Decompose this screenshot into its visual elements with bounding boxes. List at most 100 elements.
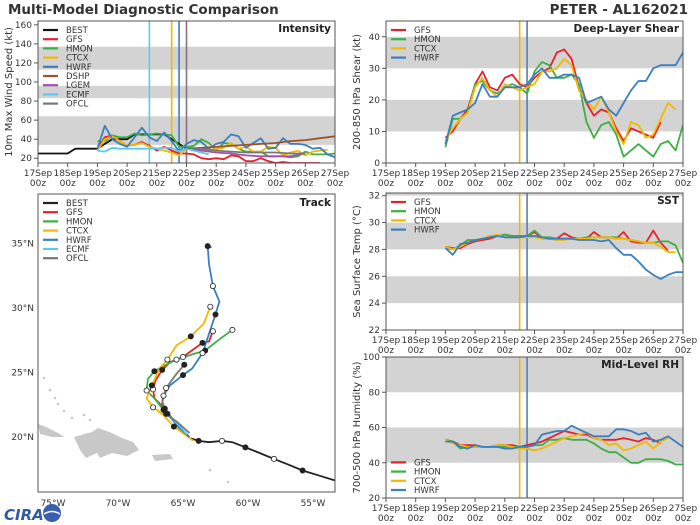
x-tick-label: 00z: [378, 514, 394, 524]
legend-label: HWRF: [414, 54, 440, 64]
x-tick-label: 21Sep: [143, 169, 172, 179]
y-axis-label: 200-850 hPa Shear (kt): [352, 34, 363, 150]
y-tick-label: 40: [369, 459, 381, 469]
storm-title: PETER - AL162021: [550, 2, 688, 18]
track-position-marker: [218, 437, 225, 444]
legend-label: HWRF: [414, 486, 440, 496]
legend-label: ECMF: [66, 90, 90, 100]
track-position-marker: [160, 392, 167, 399]
x-tick-label: 20Sep: [113, 169, 142, 179]
x-tick-label: 00z: [675, 346, 691, 356]
x-tick-label: 21Sep: [491, 336, 520, 346]
track-position-marker: [195, 437, 202, 444]
x-tick-label: 23Sep: [550, 504, 579, 514]
track-position-marker: [199, 339, 206, 346]
series-line-lgem: [186, 147, 306, 158]
legend-label: OFCL: [66, 254, 89, 264]
x-tick-label: 21Sep: [491, 504, 520, 514]
x-tick-label: 00z: [467, 514, 483, 524]
track-position-marker: [150, 404, 157, 411]
x-tick-label: 24Sep: [232, 169, 261, 179]
globe-icon: [43, 504, 61, 522]
series-line-hwrf: [96, 124, 335, 159]
lat-tick-label: 30°N: [11, 304, 34, 314]
y-tick-label: 80: [21, 97, 33, 107]
x-tick-label: 18Sep: [53, 169, 82, 179]
x-tick-label: 00z: [586, 514, 602, 524]
x-tick-label: 00z: [408, 514, 424, 524]
x-tick-label: 00z: [467, 346, 483, 356]
x-tick-label: 22Sep: [520, 169, 549, 179]
y-tick-label: 32: [369, 192, 380, 202]
track-line-best: [190, 437, 335, 482]
track-position-marker: [181, 361, 188, 368]
puerto-rico-landmass: [152, 454, 173, 461]
x-tick-label: 25Sep: [609, 504, 638, 514]
x-tick-label: 19Sep: [83, 169, 112, 179]
x-tick-label: 25Sep: [609, 169, 638, 179]
x-tick-label: 24Sep: [580, 336, 609, 346]
shade-band: [386, 193, 683, 196]
legend-label: GFS: [414, 198, 431, 208]
legend-label: GFS: [414, 26, 431, 36]
shade-band: [386, 99, 683, 132]
x-tick-label: 18Sep: [401, 336, 430, 346]
y-tick-label: 22: [369, 326, 380, 336]
y-tick-label: 80: [369, 388, 381, 398]
series-line-ecmf: [97, 146, 210, 156]
x-tick-label: 23Sep: [202, 169, 231, 179]
x-tick-label: 00z: [437, 514, 453, 524]
track-position-marker: [204, 243, 211, 250]
x-tick-label: 24Sep: [580, 169, 609, 179]
panel-title: SST: [657, 195, 680, 207]
shade-band: [386, 357, 683, 393]
x-tick-label: 00z: [408, 346, 424, 356]
track-position-marker: [187, 333, 194, 340]
land-masses: [38, 376, 230, 484]
x-tick-label: 22Sep: [172, 169, 201, 179]
x-tick-label: 00z: [497, 179, 513, 189]
x-tick-label: 23Sep: [550, 336, 579, 346]
x-tick-label: 00z: [408, 179, 424, 189]
y-tick-label: 28: [369, 245, 381, 255]
x-tick-label: 18Sep: [401, 504, 430, 514]
track-position-marker: [212, 311, 219, 318]
shade-band: [386, 36, 683, 69]
island: [82, 413, 86, 417]
map-frame: [37, 193, 336, 493]
track-position-marker: [209, 328, 216, 335]
shade-band: [386, 276, 683, 304]
x-tick-label: 00z: [378, 179, 394, 189]
x-tick-label: 00z: [119, 179, 135, 189]
series-line-hwrf: [444, 235, 683, 280]
island: [62, 409, 66, 413]
island: [208, 468, 212, 472]
x-tick-label: 00z: [556, 346, 572, 356]
lat-tick-label: 35°N: [11, 240, 34, 250]
x-tick-label: 00z: [556, 179, 572, 189]
x-tick-label: 00z: [437, 346, 453, 356]
rh-panel: 2040608010017Sep00z18Sep00z19Sep00z20Sep…: [352, 353, 697, 524]
x-tick-label: 00z: [586, 346, 602, 356]
x-tick-label: 17Sep: [372, 504, 401, 514]
series-line-hmon: [444, 61, 683, 158]
x-tick-label: 00z: [616, 179, 632, 189]
x-tick-label: 19Sep: [431, 169, 460, 179]
shear-panel: 01020304017Sep00z18Sep00z19Sep00z20Sep00…: [352, 20, 697, 189]
y-axis-label: Sea Surface Temp (°C): [352, 205, 363, 318]
lon-tick-label: 70°W: [106, 499, 131, 509]
cira-logo: CIRA: [4, 504, 61, 524]
y-tick-label: 40: [21, 135, 33, 145]
x-tick-label: 00z: [497, 514, 513, 524]
track-line-ctcx: [145, 306, 212, 442]
series-line-hwrf: [445, 424, 683, 450]
series-line-dshp: [186, 135, 335, 150]
lon-tick-label: 55°W: [301, 499, 326, 509]
x-tick-label: 00z: [556, 514, 572, 524]
x-tick-label: 00z: [616, 514, 632, 524]
x-tick-label: 17Sep: [372, 169, 401, 179]
series-line-ofcl: [186, 146, 306, 155]
y-tick-label: 120: [15, 59, 32, 69]
